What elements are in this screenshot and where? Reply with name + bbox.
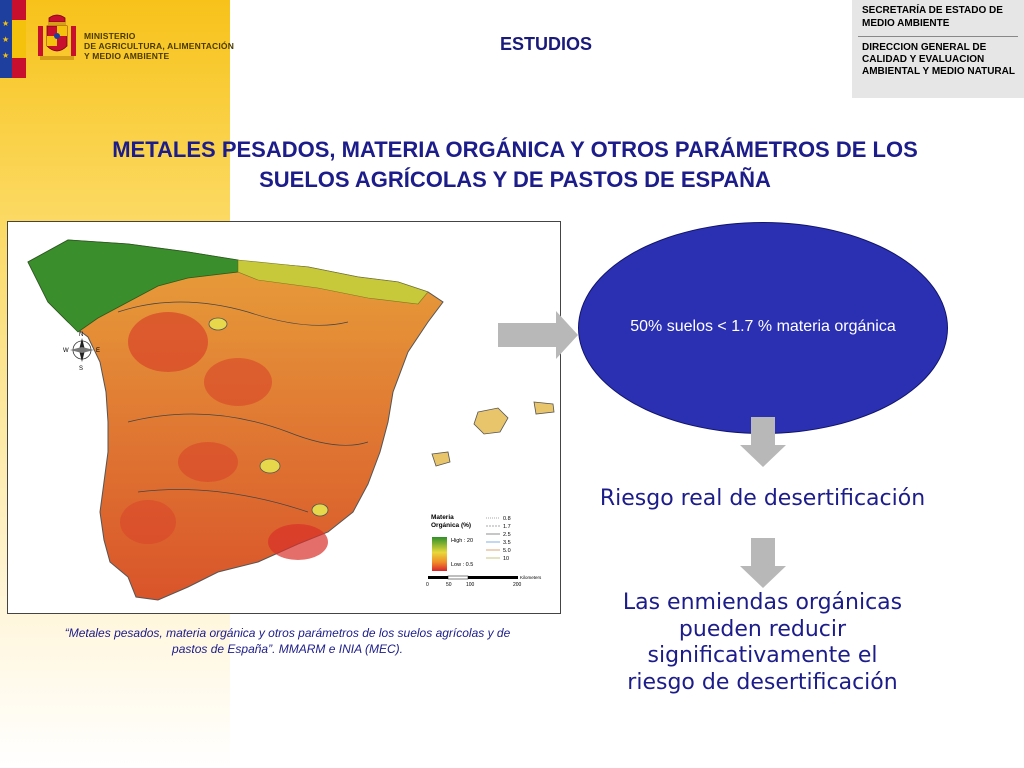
finding-ellipse [578,222,948,434]
scale-tick: 50 [446,582,452,588]
caption-line: “Metales pesados, materia orgánica y otr… [64,626,511,640]
contour-label: 3.5 [503,540,511,546]
enmiendas-line: pueden reducir [678,616,847,642]
contour-label: 2.5 [503,532,511,538]
scale-unit: Kilometers [520,575,542,580]
contour-label: 10 [503,556,509,562]
soil-organic-matter-map: N S E W Materia Orgánica (%) High : 20 L… [7,221,561,614]
balearic-ibiza [431,451,451,467]
direccion-label: DIRECCION GENERAL DE CALIDAD Y EVALUACIO… [862,42,1015,77]
scale-tick: 200 [513,582,522,588]
compass-s: S [79,366,83,372]
compass-e: E [96,348,100,354]
eu-spain-flag-icon: ★ ★ ★ [0,0,26,78]
spain-coat-of-arms-icon [38,14,76,60]
compass-w: W [63,348,69,354]
organic-amendments-text: Las enmiendas orgánicas pueden reducir s… [560,590,965,696]
secretaria-divider [858,36,1018,37]
title-line: SUELOS AGRÍCOLAS Y DE PASTOS DE ESPAÑA [259,167,771,192]
contour-label: 0.8 [503,516,511,522]
title-line: METALES PESADOS, MATERIA ORGÁNICA Y OTRO… [112,137,918,162]
balearic-menorca [533,401,555,415]
legend-high: High : 20 [451,538,473,544]
northern-green-region [27,239,239,333]
ministry-name: MINISTERIO DE AGRICULTURA, ALIMENTACIÓN … [84,31,234,61]
compass-n: N [79,332,83,338]
ministry-line: Y MEDIO AMBIENTE [84,51,170,61]
legend-title-line: Materia [431,514,454,521]
page-title: METALES PESADOS, MATERIA ORGÁNICA Y OTRO… [20,135,1010,195]
ministry-line: MINISTERIO [84,31,136,41]
balearic-mallorca [473,407,509,435]
legend-title-line: Orgánica (%) [431,522,471,529]
contour-label: 5.0 [503,548,511,554]
enmiendas-line: significativamente el [647,643,878,668]
map-legend: Materia Orgánica (%) High : 20 Low : 0.5… [426,514,542,588]
secretaria-box [852,0,1024,98]
contour-label: 1.7 [503,524,511,530]
caption-line: pastos de España”. MMARM e INIA (MEC). [172,642,403,656]
ellipse-finding-text: 50% suelos < 1.7 % materia orgánica [630,318,896,335]
enmiendas-line: riesgo de desertificación [627,669,898,695]
arrow-down-icon [740,538,786,588]
map-caption: “Metales pesados, materia orgánica y otr… [10,625,565,657]
arrow-down-icon [740,417,786,467]
desertification-risk-text: Riesgo real de desertificación [599,486,926,511]
ministry-line: DE AGRICULTURA, ALIMENTACIÓN [84,41,235,51]
compass-icon: N S E W [63,332,100,372]
enmiendas-line: Las enmiendas orgánicas [622,590,903,615]
scale-tick: 100 [466,582,475,588]
arrow-right-icon [498,311,578,359]
secretaria-label: SECRETARÍA DE ESTADO DE MEDIO AMBIENTE [862,5,1003,29]
scale-tick: 0 [426,582,429,588]
section-label: ESTUDIOS [500,34,593,54]
legend-low: Low : 0.5 [451,562,473,568]
